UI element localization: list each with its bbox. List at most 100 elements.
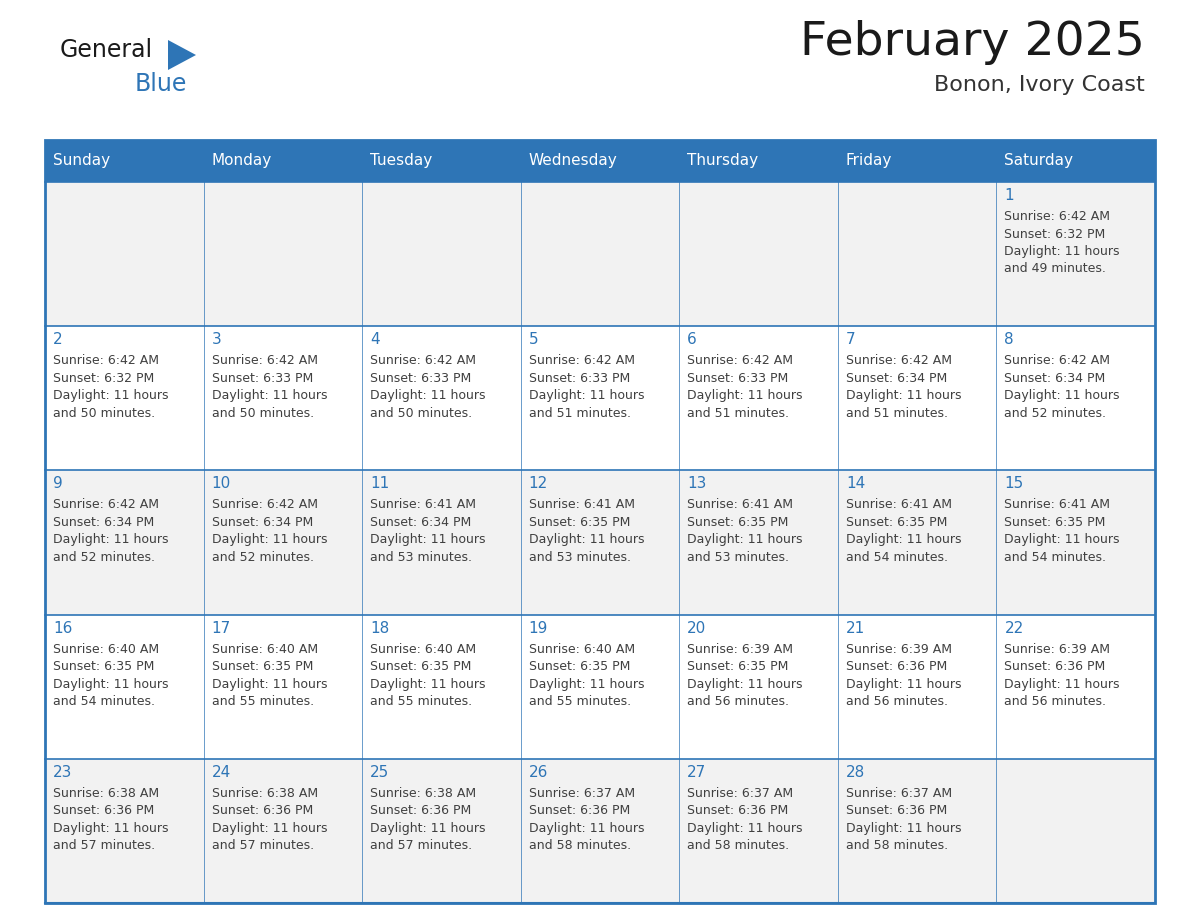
Text: Sunrise: 6:42 AM: Sunrise: 6:42 AM [211, 354, 317, 367]
Bar [203, 326, 362, 470]
Text: 19: 19 [529, 621, 548, 635]
Text: and 56 minutes.: and 56 minutes. [1004, 695, 1106, 708]
Text: Daylight: 11 hours: Daylight: 11 hours [211, 389, 327, 402]
Text: 26: 26 [529, 765, 548, 779]
Text: Monday: Monday [211, 153, 272, 169]
Text: and 55 minutes.: and 55 minutes. [211, 695, 314, 708]
Bar [520, 182, 680, 326]
Text: Sunrise: 6:37 AM: Sunrise: 6:37 AM [846, 787, 952, 800]
Text: Daylight: 11 hours: Daylight: 11 hours [211, 822, 327, 834]
Text: Sunrise: 6:39 AM: Sunrise: 6:39 AM [688, 643, 794, 655]
Text: Sunset: 6:36 PM: Sunset: 6:36 PM [529, 804, 630, 817]
Text: Daylight: 11 hours: Daylight: 11 hours [688, 533, 803, 546]
Text: and 57 minutes.: and 57 minutes. [53, 839, 156, 852]
Bar [680, 759, 838, 903]
Bar [203, 614, 362, 759]
Bar [680, 326, 838, 470]
Bar [362, 614, 520, 759]
Bar [362, 326, 520, 470]
Text: and 53 minutes.: and 53 minutes. [688, 551, 789, 564]
Bar [838, 470, 997, 614]
Text: Daylight: 11 hours: Daylight: 11 hours [53, 677, 169, 690]
Text: and 54 minutes.: and 54 minutes. [53, 695, 154, 708]
Bar [680, 182, 838, 326]
Text: Sunrise: 6:42 AM: Sunrise: 6:42 AM [53, 498, 159, 511]
Text: Sunrise: 6:42 AM: Sunrise: 6:42 AM [53, 354, 159, 367]
Text: 9: 9 [53, 476, 63, 491]
Text: and 58 minutes.: and 58 minutes. [529, 839, 631, 852]
Text: 13: 13 [688, 476, 707, 491]
Bar [838, 326, 997, 470]
Text: Tuesday: Tuesday [371, 153, 432, 169]
Bar [838, 182, 997, 326]
Bar [997, 759, 1155, 903]
Text: and 51 minutes.: and 51 minutes. [688, 407, 789, 420]
Text: Daylight: 11 hours: Daylight: 11 hours [529, 822, 644, 834]
Text: Sunrise: 6:41 AM: Sunrise: 6:41 AM [688, 498, 794, 511]
Text: Sunrise: 6:37 AM: Sunrise: 6:37 AM [529, 787, 634, 800]
Text: Sunset: 6:36 PM: Sunset: 6:36 PM [1004, 660, 1106, 673]
Bar [997, 470, 1155, 614]
Bar [520, 470, 680, 614]
Bar [838, 759, 997, 903]
Text: Sunrise: 6:41 AM: Sunrise: 6:41 AM [371, 498, 476, 511]
Bar [203, 182, 362, 326]
Text: 28: 28 [846, 765, 865, 779]
Text: Sunset: 6:32 PM: Sunset: 6:32 PM [1004, 228, 1106, 241]
Text: 14: 14 [846, 476, 865, 491]
Text: Sunset: 6:32 PM: Sunset: 6:32 PM [53, 372, 154, 385]
Text: Daylight: 11 hours: Daylight: 11 hours [53, 389, 169, 402]
Text: Daylight: 11 hours: Daylight: 11 hours [846, 822, 961, 834]
Text: 8: 8 [1004, 332, 1015, 347]
Text: and 50 minutes.: and 50 minutes. [53, 407, 156, 420]
Text: 21: 21 [846, 621, 865, 635]
Bar [520, 614, 680, 759]
Bar [45, 182, 203, 326]
Text: Daylight: 11 hours: Daylight: 11 hours [371, 822, 486, 834]
Bar [45, 470, 203, 614]
Text: and 53 minutes.: and 53 minutes. [529, 551, 631, 564]
Bar [680, 614, 838, 759]
Text: and 51 minutes.: and 51 minutes. [846, 407, 948, 420]
Text: Sunset: 6:36 PM: Sunset: 6:36 PM [846, 804, 947, 817]
Text: 2: 2 [53, 332, 63, 347]
Bar [203, 470, 362, 614]
Text: Sunset: 6:33 PM: Sunset: 6:33 PM [688, 372, 789, 385]
Text: and 57 minutes.: and 57 minutes. [371, 839, 473, 852]
Text: Daylight: 11 hours: Daylight: 11 hours [529, 389, 644, 402]
Text: Sunrise: 6:40 AM: Sunrise: 6:40 AM [211, 643, 317, 655]
Text: Sunset: 6:35 PM: Sunset: 6:35 PM [846, 516, 947, 529]
Text: and 56 minutes.: and 56 minutes. [688, 695, 789, 708]
Bar [45, 614, 203, 759]
Text: Sunrise: 6:42 AM: Sunrise: 6:42 AM [688, 354, 794, 367]
Bar [520, 759, 680, 903]
Bar [997, 182, 1155, 326]
Text: 18: 18 [371, 621, 390, 635]
Text: Daylight: 11 hours: Daylight: 11 hours [1004, 245, 1120, 258]
Text: Daylight: 11 hours: Daylight: 11 hours [1004, 533, 1120, 546]
Text: 1: 1 [1004, 188, 1015, 203]
Text: and 49 minutes.: and 49 minutes. [1004, 263, 1106, 275]
Text: Sunrise: 6:42 AM: Sunrise: 6:42 AM [371, 354, 476, 367]
Bar [997, 326, 1155, 470]
Text: and 55 minutes.: and 55 minutes. [371, 695, 473, 708]
Text: Daylight: 11 hours: Daylight: 11 hours [53, 533, 169, 546]
Text: Sunrise: 6:40 AM: Sunrise: 6:40 AM [371, 643, 476, 655]
Text: and 52 minutes.: and 52 minutes. [211, 551, 314, 564]
Text: Sunset: 6:35 PM: Sunset: 6:35 PM [1004, 516, 1106, 529]
Text: and 56 minutes.: and 56 minutes. [846, 695, 948, 708]
Text: Sunrise: 6:41 AM: Sunrise: 6:41 AM [1004, 498, 1111, 511]
Text: Sunrise: 6:42 AM: Sunrise: 6:42 AM [529, 354, 634, 367]
Text: Blue: Blue [135, 72, 188, 96]
Text: Sunrise: 6:38 AM: Sunrise: 6:38 AM [53, 787, 159, 800]
Text: Thursday: Thursday [688, 153, 758, 169]
Text: Sunrise: 6:37 AM: Sunrise: 6:37 AM [688, 787, 794, 800]
Text: Sunrise: 6:42 AM: Sunrise: 6:42 AM [1004, 354, 1111, 367]
Text: 3: 3 [211, 332, 221, 347]
Text: and 52 minutes.: and 52 minutes. [53, 551, 154, 564]
Text: and 52 minutes.: and 52 minutes. [1004, 407, 1106, 420]
Text: Wednesday: Wednesday [529, 153, 618, 169]
Text: and 54 minutes.: and 54 minutes. [846, 551, 948, 564]
Text: Daylight: 11 hours: Daylight: 11 hours [371, 677, 486, 690]
Text: 24: 24 [211, 765, 230, 779]
